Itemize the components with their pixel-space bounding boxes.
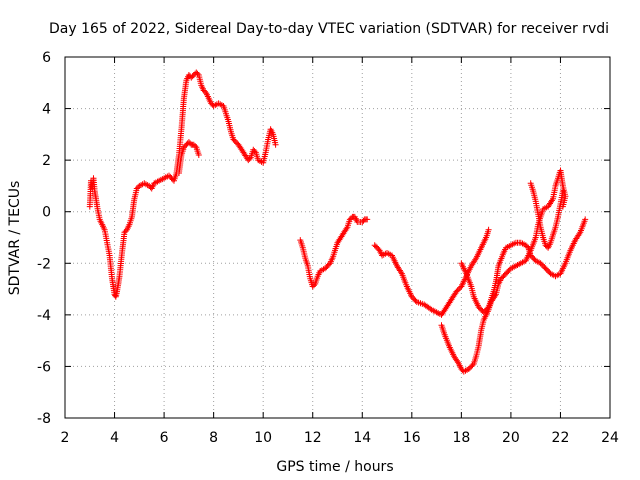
x-tick-label: 10 — [254, 430, 272, 446]
data-point — [364, 216, 371, 223]
y-tick-label: 6 — [42, 50, 51, 66]
data-point — [246, 155, 253, 162]
x-tick-label: 2 — [61, 430, 70, 446]
series-segment-3 — [297, 213, 371, 290]
y-tick-label: 2 — [42, 153, 51, 169]
series-segment-4 — [371, 226, 492, 318]
data-point — [195, 152, 202, 158]
plot-frame — [64, 56, 611, 419]
x-axis-label: GPS time / hours — [276, 459, 393, 475]
data-point — [427, 305, 434, 312]
data-point — [484, 305, 491, 312]
x-tick-label: 18 — [452, 430, 470, 446]
series-segment-2 — [176, 139, 202, 176]
x-tick-label: 6 — [160, 430, 169, 446]
y-tick-label: -4 — [37, 308, 51, 324]
chart-title: Day 165 of 2022, Sidereal Day-to-day VTE… — [49, 21, 609, 37]
x-tick-label: 12 — [304, 430, 322, 446]
y-tick-label: -2 — [37, 256, 51, 272]
x-tick-label: 14 — [353, 430, 371, 446]
y-tick-label: 4 — [42, 102, 51, 118]
x-tick-label: 22 — [552, 430, 570, 446]
x-tick-label: 16 — [403, 430, 421, 446]
data-point — [412, 297, 419, 304]
data-point — [469, 362, 476, 369]
data-point — [559, 188, 566, 195]
grid-lines — [65, 57, 610, 418]
series-segment-1 — [86, 69, 279, 300]
y-tick-label: -8 — [37, 411, 51, 427]
data-point — [311, 282, 317, 289]
data-points — [86, 69, 589, 375]
x-tick-label: 8 — [209, 430, 218, 446]
series-segment-6 — [458, 216, 589, 316]
data-point — [485, 226, 492, 233]
y-tick-label: -6 — [37, 359, 51, 375]
y-axis-label: SDTVAR / TECUs — [7, 181, 23, 296]
data-point — [192, 143, 199, 149]
data-point — [251, 148, 258, 155]
data-point — [194, 70, 201, 77]
data-point — [524, 243, 530, 250]
data-point — [272, 141, 279, 148]
data-point — [122, 228, 129, 235]
x-tick-label: 4 — [110, 430, 119, 446]
x-tick-label: 20 — [502, 430, 520, 446]
data-point — [582, 216, 589, 223]
series-segment-7 — [527, 180, 566, 251]
y-tick-label: 0 — [42, 205, 51, 221]
x-tick-label: 24 — [601, 430, 619, 446]
